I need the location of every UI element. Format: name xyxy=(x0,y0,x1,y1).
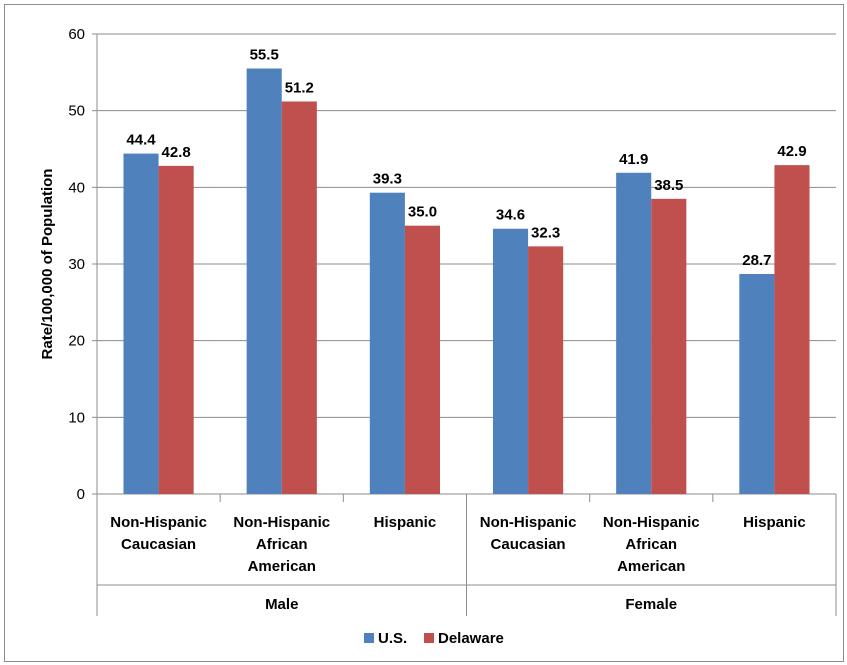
bar xyxy=(651,198,687,495)
category-label: Caucasian xyxy=(491,536,566,553)
data-labels: 44.4 55.5 39.3 34.6 41.9 28.7 42.8 51.2 35.0 32.3… xyxy=(126,47,806,269)
legend: U.S. Delaware xyxy=(364,630,504,647)
category-label: Non-Hispanic xyxy=(110,514,207,531)
data-label: 55.5 xyxy=(250,47,279,64)
bar xyxy=(739,273,775,494)
group-label: Male xyxy=(265,596,298,613)
bar xyxy=(158,165,194,494)
y-tick-label: 60 xyxy=(68,26,85,43)
legend-label: U.S. xyxy=(378,630,407,647)
y-tick-label: 30 xyxy=(68,256,85,273)
legend-label: Delaware xyxy=(438,630,504,647)
data-label: 38.5 xyxy=(654,177,683,194)
data-label: 34.6 xyxy=(496,207,525,224)
data-label: 44.4 xyxy=(126,132,156,149)
category-label: American xyxy=(617,558,685,575)
data-label: 42.8 xyxy=(162,144,191,161)
data-label: 32.3 xyxy=(531,224,560,241)
y-axis-title: Rate/100,000 of Population xyxy=(39,169,56,360)
data-label: 42.9 xyxy=(777,143,806,160)
gridlines xyxy=(97,33,836,418)
legend-swatch xyxy=(424,633,434,643)
bar xyxy=(246,68,282,494)
category-label: Hispanic xyxy=(743,514,806,531)
bar xyxy=(528,246,564,494)
data-label: 35.0 xyxy=(408,204,437,221)
category-label: African xyxy=(256,536,308,553)
y-tick-label: 0 xyxy=(77,486,85,503)
category-label: American xyxy=(248,558,316,575)
category-labels: Non-Hispanic Caucasian Non-Hispanic African… xyxy=(110,514,805,613)
legend-swatch xyxy=(364,633,374,643)
axes: 0 10 20 30 40 50 60 xyxy=(68,26,837,616)
category-label: Non-Hispanic xyxy=(603,514,700,531)
bar xyxy=(616,172,652,494)
group-label: Female xyxy=(625,596,677,613)
y-tick-label: 10 xyxy=(68,409,85,426)
data-label: 39.3 xyxy=(373,171,402,188)
category-label: Non-Hispanic xyxy=(480,514,577,531)
bar xyxy=(123,153,159,494)
bar xyxy=(404,225,441,494)
data-label: 28.7 xyxy=(742,252,771,269)
category-label: Hispanic xyxy=(374,514,437,531)
category-label: Non-Hispanic xyxy=(233,514,330,531)
y-tick-label: 20 xyxy=(68,333,85,350)
bar xyxy=(774,165,810,494)
bars xyxy=(123,68,810,495)
category-label: Caucasian xyxy=(121,536,196,553)
data-label: 51.2 xyxy=(285,79,314,96)
bar xyxy=(281,101,317,494)
y-tick-label: 40 xyxy=(68,179,85,196)
data-label: 41.9 xyxy=(619,151,648,168)
category-label: African xyxy=(625,536,677,553)
bar xyxy=(492,228,529,494)
bar xyxy=(369,192,405,494)
y-tick-label: 50 xyxy=(68,103,85,120)
